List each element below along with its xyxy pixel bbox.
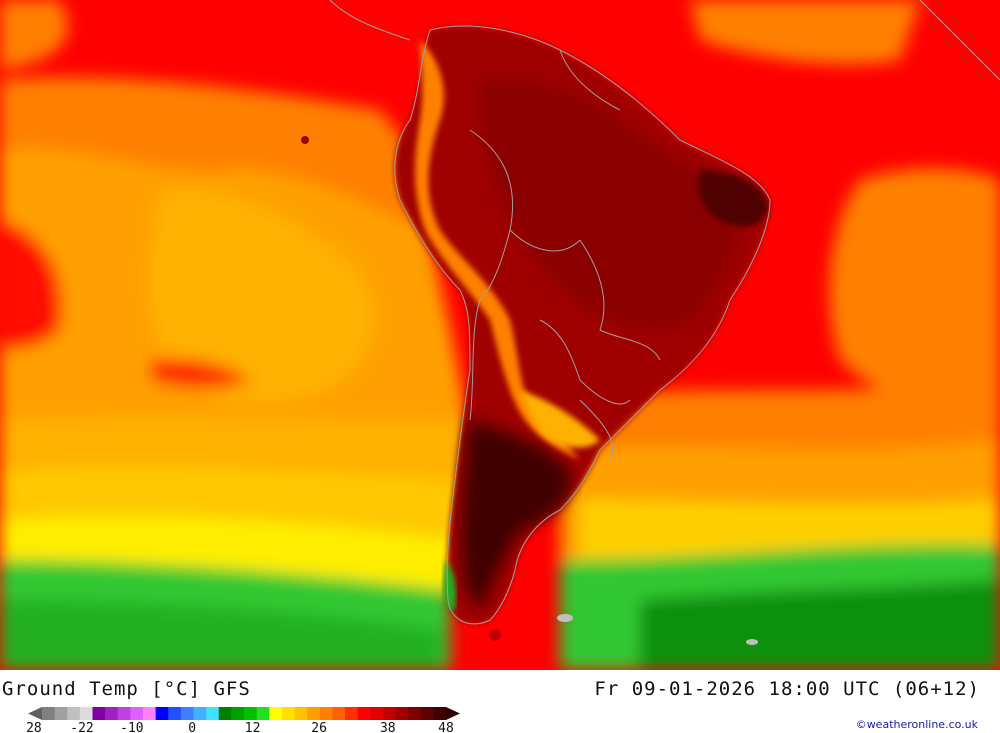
legend-swatch	[206, 707, 220, 720]
legend-swatch	[67, 707, 81, 720]
product-title: Ground Temp [°C] GFS	[2, 678, 251, 700]
legend-swatch	[294, 707, 308, 720]
legend-swatch	[307, 707, 321, 720]
legend-swatch	[281, 707, 296, 720]
legend-tick-label: 26	[311, 721, 327, 733]
legend-swatch	[332, 707, 346, 720]
legend-swatch	[382, 707, 397, 720]
legend-swatch	[117, 707, 131, 720]
legend-swatch	[370, 707, 384, 720]
legend-tick-label: -10	[120, 721, 143, 733]
legend-swatch	[105, 707, 119, 720]
legend-swatch	[269, 707, 283, 720]
legend-swatch	[244, 707, 258, 720]
valid-time: Fr 09-01-2026 18:00 UTC (06+12)	[594, 678, 980, 700]
legend-swatch	[395, 707, 409, 720]
legend-swatch	[231, 707, 245, 720]
legend-swatch	[130, 707, 144, 720]
credit-link[interactable]: ©weatheronline.co.uk	[855, 718, 978, 731]
country-borders	[329, 0, 1000, 625]
legend-tick-label: 12	[245, 721, 261, 733]
legend-arrow-right	[446, 707, 460, 720]
legend-swatch	[143, 707, 157, 720]
legend-swatch	[420, 707, 434, 720]
south-america-landmass	[394, 26, 770, 624]
islands	[301, 136, 758, 645]
legend-swatch	[42, 707, 56, 720]
legend-swatch	[168, 707, 182, 720]
legend-swatch	[155, 707, 169, 720]
legend-swatch	[433, 707, 447, 720]
legend-swatch	[180, 707, 195, 720]
legend-swatch	[54, 707, 68, 720]
legend-swatch	[319, 707, 333, 720]
color-legend: -28 -22 -10 0 12 26 38 48	[26, 707, 460, 733]
temperature-map	[0, 0, 1000, 670]
legend-swatch	[408, 707, 422, 720]
legend-swatch	[357, 707, 371, 720]
legend-tick-label: -28	[26, 721, 42, 733]
legend-swatch	[218, 707, 232, 720]
legend-arrow-left	[28, 707, 42, 720]
legend-swatch	[193, 707, 207, 720]
legend-swatch	[345, 707, 359, 720]
legend-swatch	[92, 707, 106, 720]
legend-tick-label: -22	[70, 721, 93, 733]
legend-tick-label: 38	[380, 721, 396, 733]
legend-swatch	[79, 707, 94, 720]
legend-tick-label: 48	[438, 721, 454, 733]
map-footer	[0, 670, 1000, 733]
legend-tick-label: 0	[188, 721, 196, 733]
legend-swatch	[256, 707, 270, 720]
